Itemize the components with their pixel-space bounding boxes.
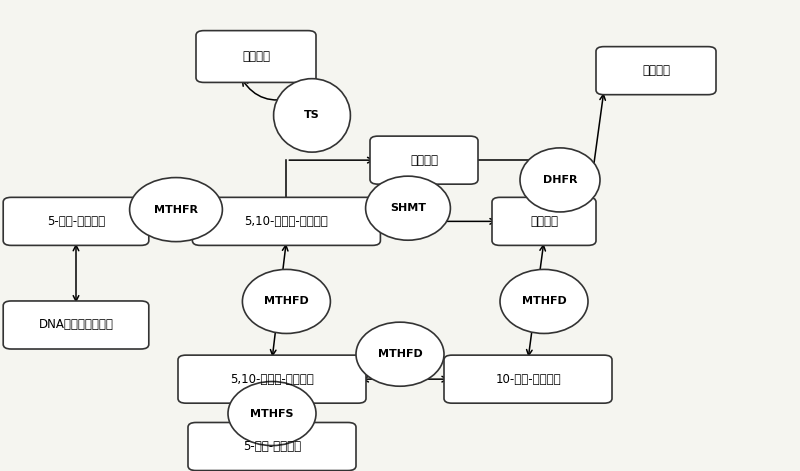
Ellipse shape [228, 382, 316, 446]
Text: DNA和蛋白质甲基化: DNA和蛋白质甲基化 [38, 318, 114, 332]
Ellipse shape [520, 148, 600, 212]
FancyBboxPatch shape [196, 31, 316, 82]
Text: MTHFS: MTHFS [250, 408, 294, 419]
FancyBboxPatch shape [370, 136, 478, 184]
Ellipse shape [242, 269, 330, 333]
Ellipse shape [274, 79, 350, 152]
FancyBboxPatch shape [178, 355, 366, 403]
Text: 5,10-次甲基-四氢叶酸: 5,10-次甲基-四氢叶酸 [230, 373, 314, 386]
Ellipse shape [130, 178, 222, 242]
FancyBboxPatch shape [3, 197, 149, 245]
Text: 5,10-亚甲基-四氢叶酸: 5,10-亚甲基-四氢叶酸 [245, 215, 328, 228]
Text: 二氢叶酸: 二氢叶酸 [410, 154, 438, 167]
Text: MTHFD: MTHFD [522, 296, 566, 307]
Text: 10-甲酵-四氢叶酸: 10-甲酵-四氢叶酸 [495, 373, 561, 386]
Ellipse shape [366, 176, 450, 240]
Text: DHFR: DHFR [542, 175, 578, 185]
Ellipse shape [500, 269, 588, 333]
Text: TS: TS [304, 110, 320, 121]
Text: 5-甲酵-四氢叶酸: 5-甲酵-四氢叶酸 [243, 440, 301, 453]
FancyBboxPatch shape [444, 355, 612, 403]
Text: MTHFD: MTHFD [264, 296, 309, 307]
FancyBboxPatch shape [193, 197, 381, 245]
FancyBboxPatch shape [596, 47, 716, 95]
Text: SHMT: SHMT [390, 203, 426, 213]
Text: 噸呀合成: 噸呀合成 [642, 64, 670, 77]
Text: MTHFD: MTHFD [378, 349, 422, 359]
Text: MTHFR: MTHFR [154, 204, 198, 215]
Text: 四氢叶酸: 四氢叶酸 [530, 215, 558, 228]
FancyBboxPatch shape [188, 422, 356, 471]
FancyBboxPatch shape [3, 301, 149, 349]
FancyBboxPatch shape [492, 197, 596, 245]
Ellipse shape [356, 322, 444, 386]
Text: 噸噸合成: 噸噸合成 [242, 50, 270, 63]
Text: 5-甲基-四氢叶酸: 5-甲基-四氢叶酸 [47, 215, 105, 228]
